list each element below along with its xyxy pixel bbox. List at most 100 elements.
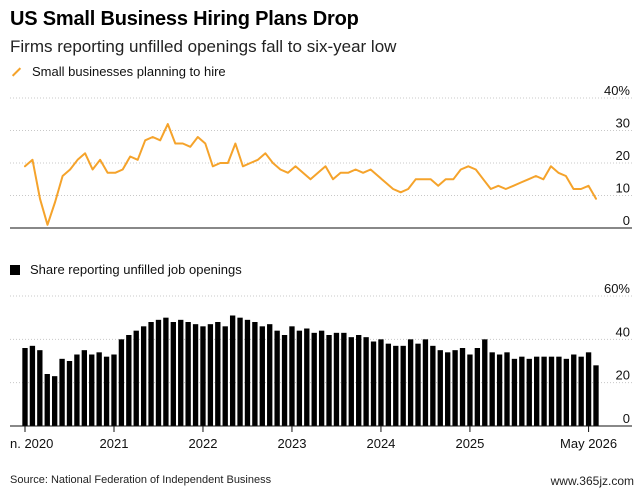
bar-unfilled-openings — [519, 356, 525, 426]
bar-legend-swatch-icon — [10, 264, 20, 275]
x-axis-tick-label: 2021 — [100, 436, 129, 451]
bar-unfilled-openings — [89, 354, 95, 426]
bar-unfilled-openings — [148, 322, 154, 426]
bar-chart-ytick-label: 40 — [616, 324, 630, 339]
line-chart-ytick-label: 20 — [616, 148, 630, 163]
bar-unfilled-openings — [393, 345, 399, 426]
bar-unfilled-openings — [341, 332, 347, 426]
x-axis-tick-label: 2025 — [455, 436, 484, 451]
bar-unfilled-openings — [489, 352, 495, 426]
bar-unfilled-openings — [237, 317, 243, 426]
bar-unfilled-openings — [178, 319, 184, 426]
bar-legend-label: Share reporting unfilled job openings — [30, 262, 242, 277]
bar-unfilled-openings — [445, 352, 451, 426]
bar-unfilled-openings — [452, 350, 458, 426]
bar-unfilled-openings — [511, 358, 518, 426]
line-chart-ytick-label: 30 — [616, 116, 630, 131]
bar-unfilled-openings — [563, 358, 570, 426]
bar-unfilled-openings — [467, 354, 473, 426]
bar-unfilled-openings — [170, 322, 176, 426]
bar-unfilled-openings — [370, 341, 377, 426]
x-axis-tick-label: 2023 — [278, 436, 307, 451]
bar-unfilled-openings — [207, 324, 214, 426]
line-legend: Small businesses planning to hire — [10, 64, 226, 79]
bar-unfilled-openings — [51, 376, 58, 426]
line-legend-label: Small businesses planning to hire — [32, 64, 226, 79]
bar-unfilled-openings — [44, 374, 50, 426]
bar-unfilled-openings — [474, 348, 481, 426]
bar-legend: Share reporting unfilled job openings — [10, 262, 242, 277]
chart-subtitle: Firms reporting unfilled openings fall t… — [10, 37, 397, 56]
bar-unfilled-openings — [548, 356, 555, 426]
bar-unfilled-openings — [482, 339, 488, 426]
bar-unfilled-openings — [222, 326, 228, 426]
watermark: www.365jz.com — [550, 474, 634, 488]
bar-unfilled-openings — [229, 315, 236, 426]
bar-unfilled-openings — [422, 339, 429, 426]
x-axis-tick-label: 2024 — [366, 436, 395, 451]
bar-unfilled-openings — [37, 350, 43, 426]
bar-unfilled-openings — [267, 324, 273, 426]
bar-unfilled-openings — [140, 326, 147, 426]
x-axis-tick-label: May 2026 — [560, 436, 617, 451]
bar-chart-ytick-label: 60% — [604, 281, 630, 296]
bar-unfilled-openings — [541, 356, 547, 426]
bar-unfilled-openings — [59, 358, 65, 426]
bar-unfilled-openings — [192, 324, 199, 426]
bar-unfilled-openings — [22, 348, 28, 426]
bar-unfilled-openings — [326, 335, 332, 426]
bar-unfilled-openings — [578, 356, 584, 426]
bar-unfilled-openings — [437, 350, 443, 426]
bar-unfilled-openings — [556, 356, 562, 426]
bar-unfilled-openings — [118, 339, 125, 426]
bar-unfilled-openings — [133, 330, 139, 426]
bar-unfilled-openings — [74, 354, 80, 426]
bar-unfilled-openings — [534, 356, 540, 426]
bar-unfilled-openings — [244, 319, 251, 426]
bar-unfilled-openings — [252, 322, 258, 426]
bar-unfilled-openings — [296, 330, 303, 426]
line-chart-ytick-label: 10 — [616, 181, 630, 196]
bar-chart-ytick-label: 20 — [616, 368, 630, 383]
bar-unfilled-openings — [185, 322, 191, 426]
bar-unfilled-openings — [333, 332, 340, 426]
bar-unfilled-openings — [155, 319, 162, 426]
bar-unfilled-openings — [585, 352, 592, 426]
bar-unfilled-openings — [415, 343, 421, 426]
bar-unfilled-openings — [281, 335, 288, 426]
bar-unfilled-openings — [163, 317, 169, 426]
bar-unfilled-openings — [311, 332, 317, 426]
bar-chart-ytick-label: 0 — [623, 411, 630, 426]
bar-unfilled-openings — [81, 350, 87, 426]
bar-unfilled-openings — [318, 330, 325, 426]
bar-unfilled-openings — [103, 356, 110, 426]
bar-unfilled-openings — [400, 345, 406, 426]
bar-unfilled-openings — [378, 339, 384, 426]
bar-unfilled-openings — [430, 345, 436, 426]
x-axis-tick-label: n. 2020 — [10, 436, 53, 451]
x-axis-tick-label: 2022 — [189, 436, 218, 451]
bar-unfilled-openings — [126, 335, 132, 426]
bar-unfilled-openings — [259, 326, 265, 426]
bar-unfilled-openings — [593, 365, 599, 426]
bar-unfilled-openings — [215, 322, 221, 426]
bar-unfilled-openings — [111, 354, 117, 426]
bar-unfilled-openings — [304, 328, 310, 426]
bar-unfilled-openings — [504, 352, 510, 426]
line-chart-ytick-label: 40% — [604, 83, 630, 98]
bar-unfilled-openings — [571, 354, 577, 426]
bar-unfilled-openings — [356, 335, 362, 426]
bar-unfilled-openings — [459, 348, 466, 426]
bar-unfilled-openings — [363, 337, 369, 426]
bar-unfilled-openings — [496, 354, 503, 426]
bar-unfilled-openings — [289, 326, 295, 426]
bar-unfilled-openings — [348, 337, 354, 426]
bar-unfilled-openings — [407, 339, 414, 426]
bar-unfilled-openings — [96, 352, 102, 426]
line-chart-ytick-label: 0 — [623, 213, 630, 228]
source-note: Source: National Federation of Independe… — [10, 474, 272, 486]
bar-unfilled-openings — [200, 326, 206, 426]
bar-unfilled-openings — [29, 345, 36, 426]
bar-unfilled-openings — [66, 361, 73, 426]
